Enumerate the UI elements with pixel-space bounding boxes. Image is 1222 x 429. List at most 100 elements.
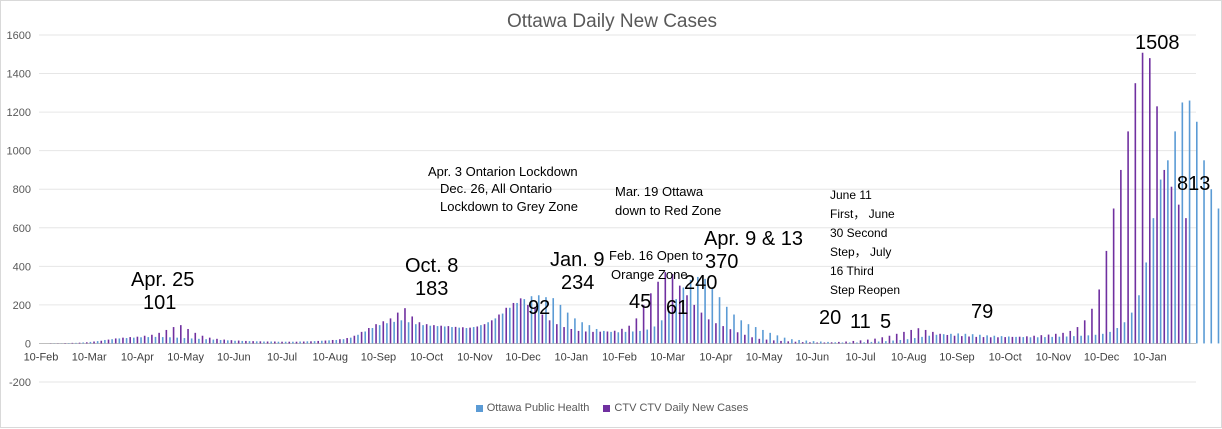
bar-ctv [433,325,435,343]
bar-ottawa-public-health [827,342,829,344]
bar-ottawa-public-health [502,314,504,344]
bar-ctv [939,334,941,344]
x-tick-label: 10-Nov [1036,351,1072,363]
bar-ctv [751,337,753,343]
y-tick-label: 0 [25,338,31,350]
bar-ottawa-public-health [777,335,779,343]
y-tick-label: 1400 [7,69,31,81]
x-tick-label: 10-Apr [121,351,154,363]
bar-ctv [129,337,131,343]
bar-ottawa-public-health [379,325,381,343]
bar-ottawa-public-health [632,331,634,343]
bar-ottawa-public-health [495,318,497,343]
bar-ctv [115,338,117,343]
bar-ottawa-public-health [386,323,388,343]
bar-ottawa-public-health [820,342,822,344]
bar-ctv [476,326,478,343]
bar-ctv [325,341,327,344]
bar-ottawa-public-health [111,339,113,343]
bar-ottawa-public-health [205,339,207,343]
bar-ottawa-public-health [75,343,77,344]
bar-ctv [1048,335,1050,344]
bar-ottawa-public-health [719,297,721,343]
annotation-jan9-label: Jan. 9 [550,249,604,272]
bar-ottawa-public-health [755,327,757,343]
annotation-45: 45 [629,291,651,314]
bar-ottawa-public-health [408,322,410,343]
bar-ottawa-public-health [1102,334,1104,344]
annotation-240: 240 [684,272,717,295]
bar-ctv [1156,106,1158,343]
bar-ottawa-public-health [299,342,301,344]
bar-ctv [100,341,102,344]
bar-ottawa-public-health [885,341,887,343]
bar-ctv [1026,336,1028,343]
bar-ottawa-public-health [907,339,909,343]
bar-ottawa-public-health [220,340,222,343]
bar-ottawa-public-health [292,342,294,344]
bar-ottawa-public-health [646,330,648,344]
bar-ctv [693,305,695,344]
y-tick-label: 200 [13,300,31,312]
bar-ottawa-public-health [1131,313,1133,344]
bar-ottawa-public-health [560,305,562,344]
bar-ottawa-public-health [1138,295,1140,343]
bar-ctv [173,327,175,343]
bar-ottawa-public-health [892,341,894,344]
bar-ctv [549,320,551,343]
bar-ottawa-public-health [451,327,453,343]
bar-ctv [1033,336,1035,344]
bar-ctv [997,337,999,343]
bar-ctv [484,324,486,343]
x-tick-label: 10-Oct [410,351,443,363]
bar-ctv [1055,334,1057,344]
bar-ottawa-public-health [104,340,106,343]
x-tick-label: 10-Sep [361,351,396,363]
bar-ottawa-public-health [1109,332,1111,344]
bar-ctv [556,324,558,343]
bar-ottawa-public-health [350,338,352,344]
annotation-apr25-label: Apr. 25 [131,269,194,292]
bar-ottawa-public-health [900,340,902,343]
bar-ottawa-public-health [213,340,215,344]
bar-ctv [860,340,862,343]
bar-ottawa-public-health [1116,328,1118,343]
bar-ottawa-public-health [842,342,844,343]
bar-ottawa-public-health [335,340,337,343]
bar-ottawa-public-health [1095,335,1097,344]
bar-ottawa-public-health [762,330,764,343]
legend-label: CTV CTV Daily New Cases [614,402,748,414]
annotation-feb16-line2: Orange Zone [611,268,688,283]
bar-ctv [838,342,840,344]
x-tick-label: 10-Jun [796,351,830,363]
legend-item-ottawa-public-health: Ottawa Public Health [476,402,590,414]
y-tick-label: -200 [9,377,31,389]
bar-ottawa-public-health [1044,337,1046,343]
bar-ctv [889,336,891,344]
bar-ctv [520,298,522,343]
bar-ottawa-public-health [979,335,981,344]
bar-ottawa-public-health [748,324,750,343]
bar-ctv [180,325,182,343]
bar-ottawa-public-health [487,322,489,343]
annotation-jan9-value: 234 [561,272,594,295]
bar-ctv [361,332,363,344]
bar-ottawa-public-health [625,332,627,344]
x-tick-label: 10-Jul [846,351,876,363]
annotation-20: 20 [819,307,841,330]
bar-ctv [759,339,761,344]
bar-ottawa-public-health [791,339,793,343]
bar-ottawa-public-health [552,298,554,343]
bar-ctv [202,336,204,344]
bar-ottawa-public-health [1124,322,1126,343]
x-tick-label: 10-Sep [939,351,974,363]
bar-ctv [440,326,442,344]
bar-ottawa-public-health [878,342,880,344]
bar-ctv [628,326,630,344]
bar-ctv [303,342,305,344]
x-tick-label: 10-Aug [313,351,348,363]
bar-ottawa-public-health [1080,336,1082,344]
bar-ctv [853,341,855,344]
annotation-reopen-line5: 16 Third [830,265,874,279]
bar-ottawa-public-health [1001,336,1003,343]
